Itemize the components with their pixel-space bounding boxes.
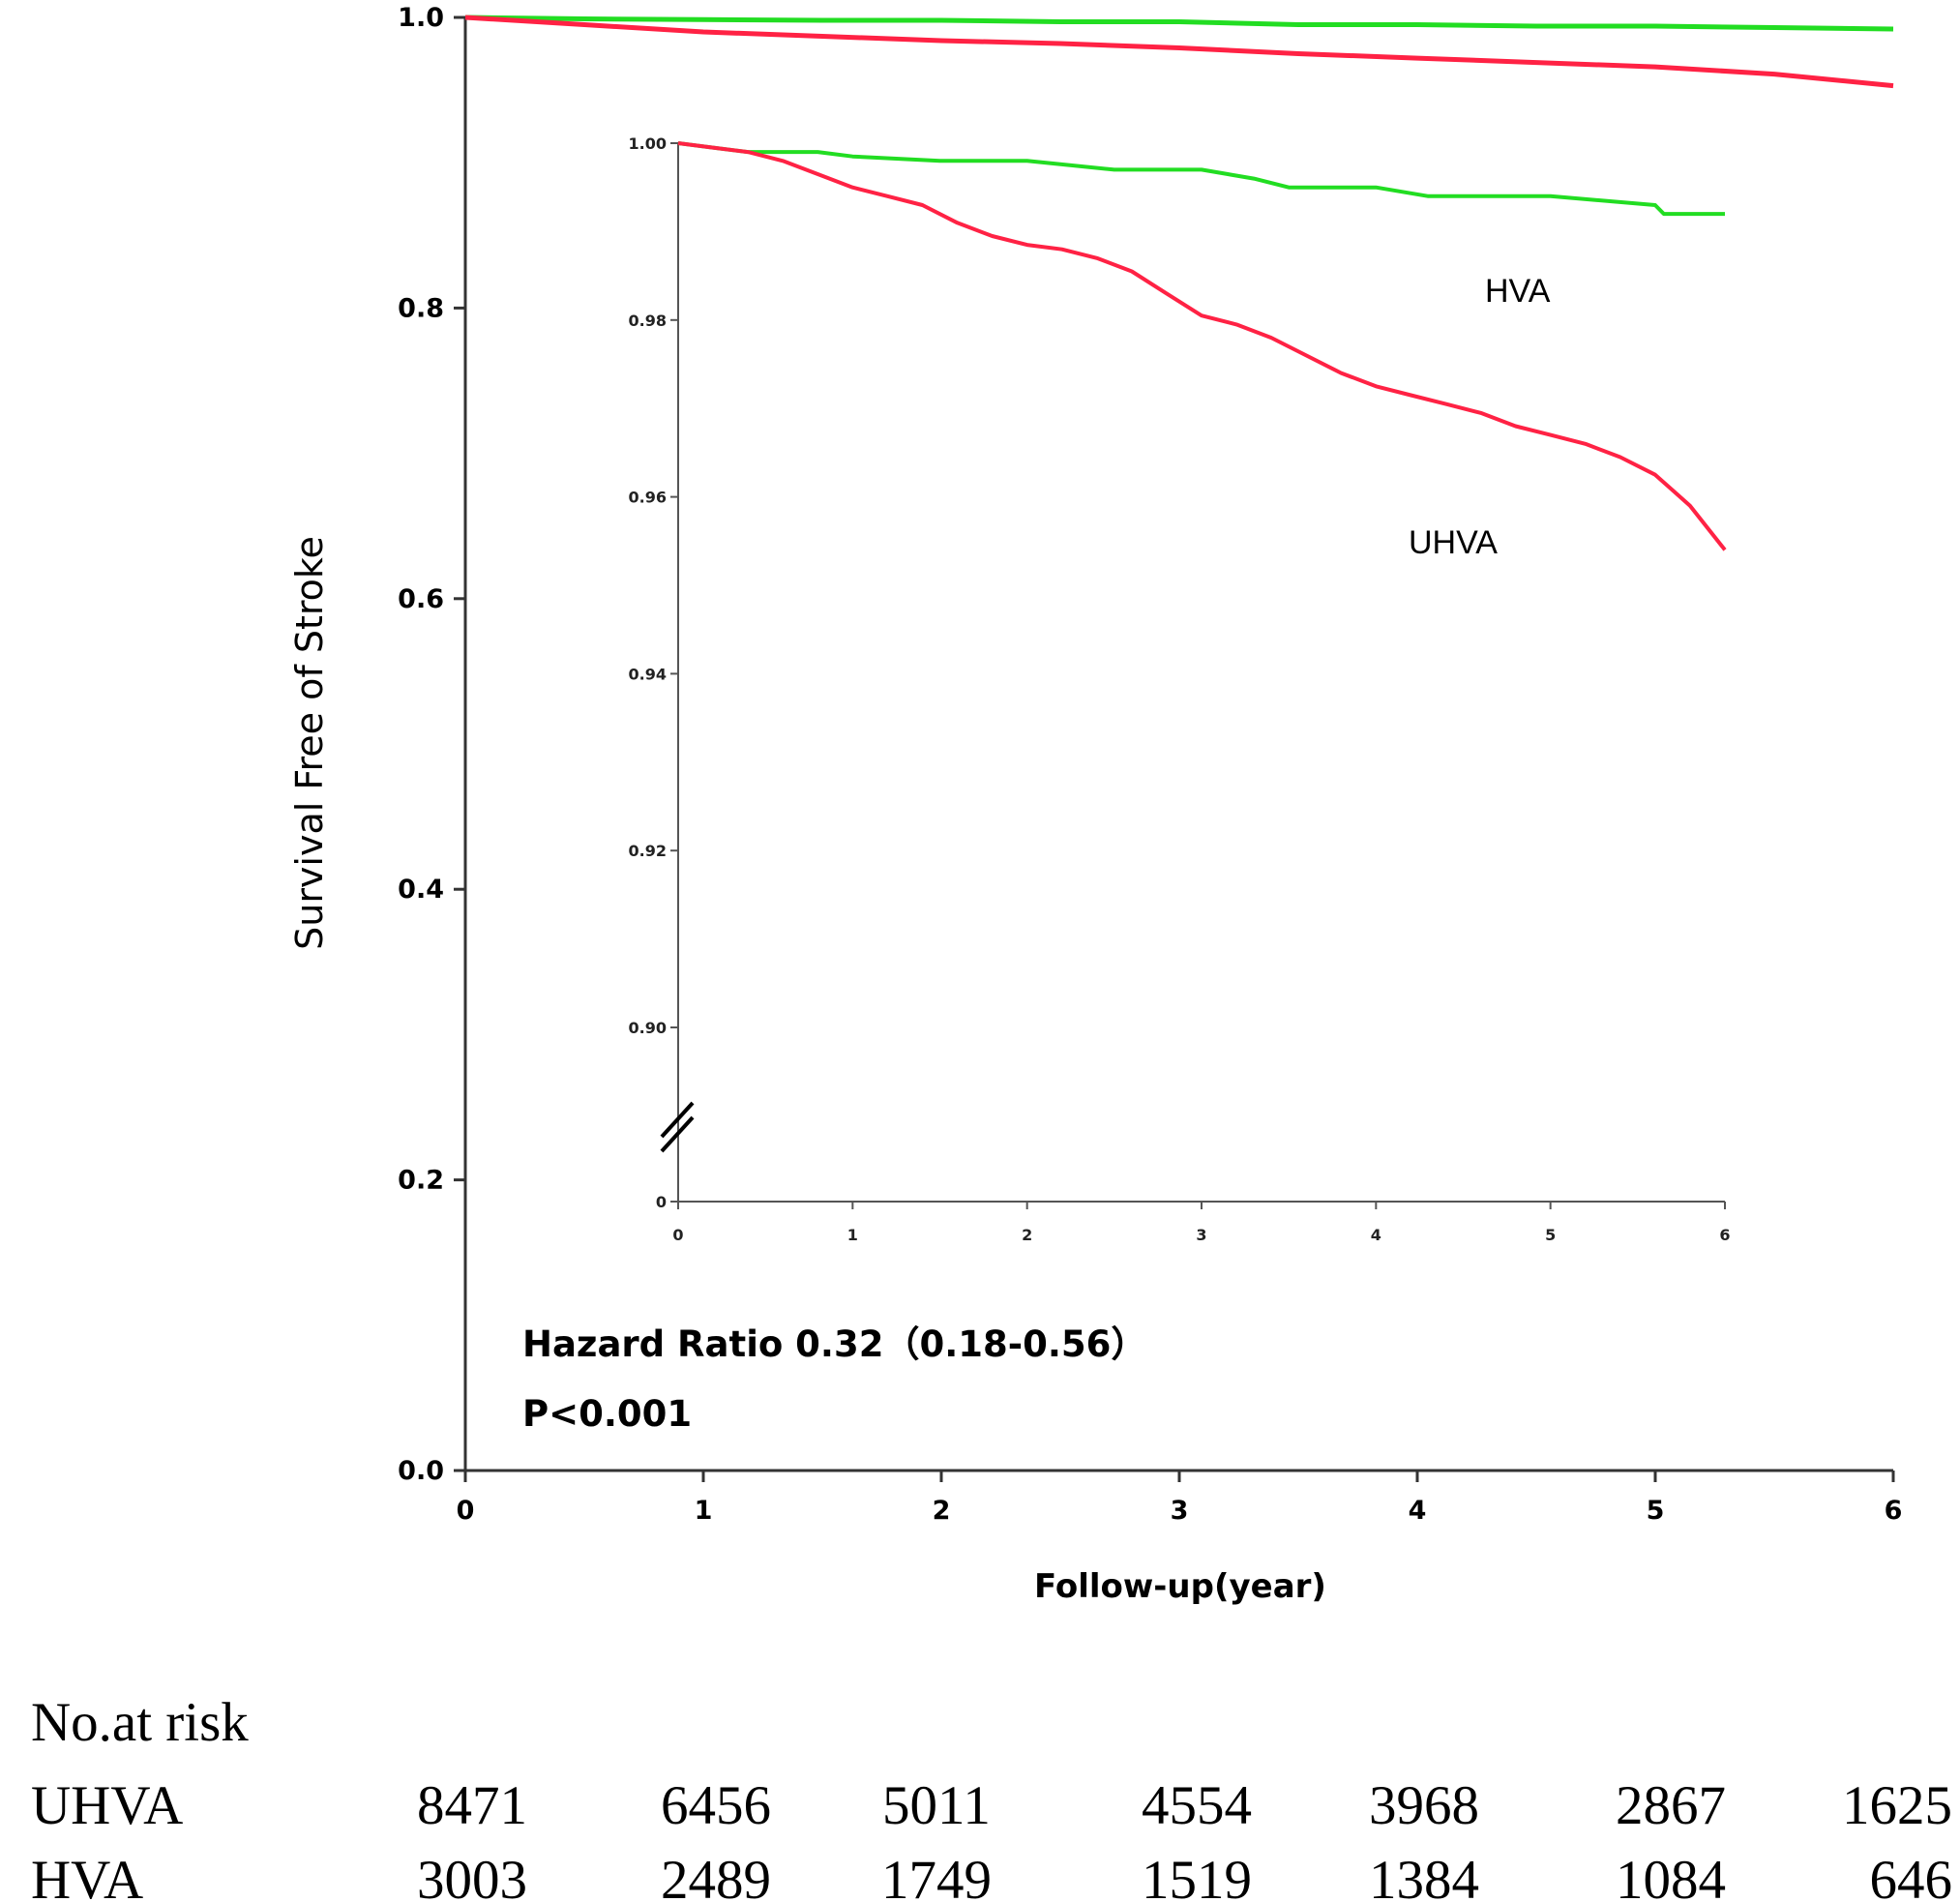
main-axes xyxy=(463,17,1893,1472)
main-x-tick-label: 1 xyxy=(695,1496,713,1526)
main-y-tick-label: 0.8 xyxy=(398,293,444,323)
inset-y-tick-label: 0.94 xyxy=(629,665,667,683)
inset-x-tick-label: 4 xyxy=(1371,1226,1381,1244)
inset-label-uhva: UHVA xyxy=(1409,524,1498,561)
inset-x-tick-label: 2 xyxy=(1022,1226,1032,1244)
hazard-ratio-annotation: Hazard Ratio 0.32（0.18-0.56） xyxy=(522,1323,1146,1365)
main-y-tick-label: 0.0 xyxy=(398,1456,444,1486)
risk-value-uhva: 1625 xyxy=(1842,1775,1952,1836)
main-x-tick-label: 5 xyxy=(1647,1496,1665,1526)
main-series-line-hva xyxy=(464,15,1894,32)
inset-y-tick-label: 0.92 xyxy=(629,842,667,860)
inset-series-line-uhva xyxy=(677,141,1727,551)
main-x-tick-label: 0 xyxy=(457,1496,475,1526)
risk-value-uhva: 8471 xyxy=(417,1775,527,1836)
inset-ticks: 0 0.90 0.92 0.94 0.96 0.98 1.00 0 1 2 3 4 5 6 xyxy=(629,134,1731,1244)
risk-row-label-uhva: UHVA xyxy=(31,1775,183,1836)
risk-value-uhva: 2867 xyxy=(1616,1775,1726,1836)
main-y-tick-label: 1.0 xyxy=(398,3,444,33)
main-series-line-uhva xyxy=(464,15,1894,89)
risk-table-title: No.at risk xyxy=(31,1692,249,1753)
inset-y-tick-label: 1.00 xyxy=(629,134,667,153)
main-y-tick-label: 0.4 xyxy=(398,875,444,905)
inset-axes xyxy=(677,143,1725,1203)
inset-x-tick-label: 5 xyxy=(1545,1226,1556,1244)
inset-y-tick-label: 0.96 xyxy=(629,489,667,507)
main-ticks: 0.00.20.40.60.81.00 1 2 3 4 5 6 xyxy=(398,3,1902,1526)
risk-value-hva: 2489 xyxy=(661,1850,771,1902)
risk-value-uhva: 5011 xyxy=(882,1775,991,1836)
main-x-tick-label: 6 xyxy=(1885,1496,1903,1526)
inset-x-tick-label: 0 xyxy=(672,1226,683,1244)
inset-x-tick-label: 6 xyxy=(1719,1226,1730,1244)
risk-values: 8471 6456 5011 4554 3968 2867 1625 3003 2489 1749… xyxy=(417,1775,1952,1902)
risk-value-hva: 1749 xyxy=(881,1850,992,1902)
inset-x-tick-label: 1 xyxy=(847,1226,858,1244)
inset-x-tick-label: 3 xyxy=(1196,1226,1206,1244)
inset-y-tick-label: 0 xyxy=(656,1193,667,1211)
p-value-annotation: P<0.001 xyxy=(522,1393,692,1435)
inset-series-line-hva xyxy=(677,141,1725,217)
risk-value-uhva: 4554 xyxy=(1142,1775,1252,1836)
risk-value-hva: 1384 xyxy=(1369,1850,1479,1902)
risk-value-hva: 646 xyxy=(1870,1850,1953,1902)
risk-row-label-hva: HVA xyxy=(31,1850,143,1902)
inset-y-tick-label: 0.98 xyxy=(629,312,667,330)
main-x-tick-label: 4 xyxy=(1409,1496,1427,1526)
main-x-tick-label: 2 xyxy=(933,1496,951,1526)
main-x-axis-label: Follow-up(year) xyxy=(1034,1567,1326,1606)
risk-table: No.at risk UHVA HVA 8471 6456 5011 4554 3968… xyxy=(31,1692,1952,1902)
main-y-axis-label: Survival Free of Stroke xyxy=(288,536,331,950)
risk-value-hva: 1084 xyxy=(1616,1850,1726,1902)
main-y-tick-label: 0.2 xyxy=(398,1166,444,1196)
inset-label-hva: HVA xyxy=(1485,273,1551,310)
main-series xyxy=(464,15,1894,89)
inset-y-tick-label: 0.90 xyxy=(629,1019,667,1037)
main-x-tick-label: 3 xyxy=(1171,1496,1189,1526)
risk-value-hva: 3003 xyxy=(417,1850,527,1902)
inset-series xyxy=(677,141,1727,551)
risk-value-uhva: 6456 xyxy=(661,1775,771,1836)
risk-value-uhva: 3968 xyxy=(1369,1775,1479,1836)
axis-break-mark-2 xyxy=(660,1115,695,1153)
inset-axis-break xyxy=(660,1101,695,1153)
main-y-tick-label: 0.6 xyxy=(398,584,444,614)
axis-break-mark-1 xyxy=(660,1101,695,1139)
risk-value-hva: 1519 xyxy=(1142,1850,1252,1902)
